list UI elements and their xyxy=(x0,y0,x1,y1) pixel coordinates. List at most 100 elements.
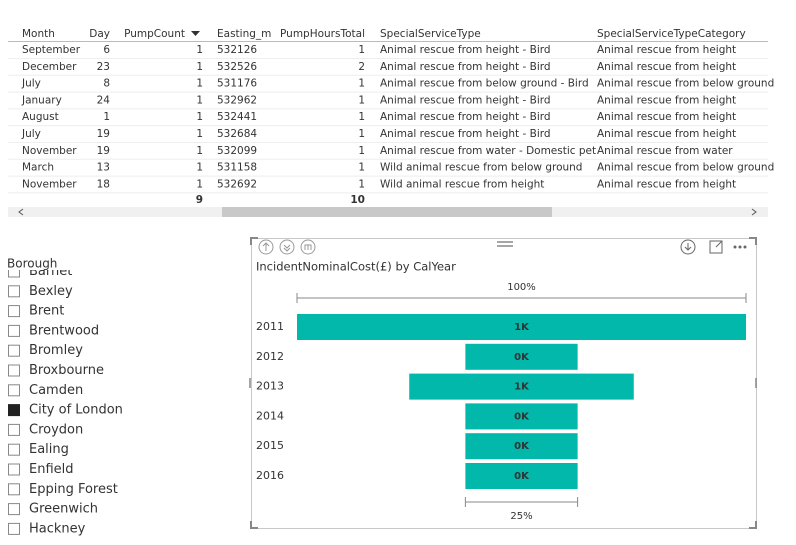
table-cell: 19 xyxy=(97,145,110,157)
checkbox[interactable] xyxy=(8,443,20,456)
table-cell: 532441 xyxy=(217,111,257,123)
scroll-left[interactable] xyxy=(18,208,24,216)
table-cell: Animal rescue from height - Bird xyxy=(380,44,551,56)
drill-icons[interactable] xyxy=(258,239,316,255)
table-cell: 1 xyxy=(196,162,203,174)
checkbox[interactable] xyxy=(8,305,20,318)
value-label: 0K xyxy=(514,441,530,452)
table-cell: 23 xyxy=(97,61,110,73)
resize-handles xyxy=(249,241,757,388)
checkbox[interactable] xyxy=(8,324,20,337)
percent-label: 25% xyxy=(510,511,532,522)
slicer-visual: Barnet Bexley Brent Brentwood Bromley Broxbou… xyxy=(7,257,123,537)
table-cell: September xyxy=(22,44,81,56)
checkbox[interactable] xyxy=(8,384,20,397)
corner-handles xyxy=(250,237,757,529)
funnel-bar xyxy=(297,314,746,340)
table-cell: 1 xyxy=(358,128,365,140)
table-cell: 532526 xyxy=(217,61,257,73)
column-header: PumpHoursTotal xyxy=(280,28,365,40)
checkbox[interactable] xyxy=(8,285,20,298)
table-cell: 1 xyxy=(196,94,203,106)
visual-menu-icons[interactable] xyxy=(680,239,747,255)
table-cell: December xyxy=(22,61,77,73)
table-cell: 532099 xyxy=(217,145,257,157)
table-cell: August xyxy=(22,111,59,123)
slicer-title: Borough xyxy=(7,257,57,271)
table-cell: 1 xyxy=(196,128,203,140)
table-cell: 24 xyxy=(97,94,111,106)
table-cell: 531176 xyxy=(217,78,257,90)
table-cell: 6 xyxy=(103,44,110,56)
table-cell: Wild animal rescue from below ground xyxy=(380,162,582,174)
table-cell: Animal rescue from height xyxy=(597,61,736,73)
table-cell: Animal rescue from height xyxy=(597,128,736,140)
slicer-item[interactable]: Hackney xyxy=(29,521,86,536)
checkbox[interactable] xyxy=(8,503,20,516)
table-cell: 2 xyxy=(358,61,365,73)
category-label: 2015 xyxy=(256,439,284,452)
slicer-item[interactable]: Bexley xyxy=(29,284,73,299)
checkbox[interactable] xyxy=(8,364,20,377)
column-header: Month xyxy=(22,28,55,40)
table-cell: 1 xyxy=(358,94,365,106)
checkbox[interactable] xyxy=(8,483,20,496)
slicer-item[interactable]: Ealing xyxy=(29,442,69,457)
checkbox[interactable] xyxy=(8,522,20,535)
checkbox[interactable] xyxy=(8,404,20,417)
sort-arrow[interactable] xyxy=(191,31,200,36)
category-label: 2011 xyxy=(256,320,284,333)
table-cell: 1 xyxy=(196,145,203,157)
slicer-item[interactable]: Barnet xyxy=(29,264,72,279)
chart-title: IncidentNominalCost(£) by CalYear xyxy=(256,260,456,274)
percent-bracket xyxy=(296,293,747,303)
table-cell: Animal rescue from height xyxy=(597,111,736,123)
total-cell: 10 xyxy=(350,194,365,206)
value-label: 0K xyxy=(514,411,530,422)
table-cell: November xyxy=(22,145,77,157)
table-cell: 532126 xyxy=(217,44,257,56)
slicer-item[interactable]: Greenwich xyxy=(29,502,98,517)
slicer-item[interactable]: Camden xyxy=(29,383,83,398)
slicer-item[interactable]: Epping Forest xyxy=(29,482,118,497)
table-cell: 1 xyxy=(358,111,365,123)
slicer-item[interactable]: Brentwood xyxy=(29,323,99,338)
table-cell: July xyxy=(21,78,41,90)
category-label: 2013 xyxy=(256,380,284,393)
slicer-item[interactable]: City of London xyxy=(29,403,123,418)
percent-label: 100% xyxy=(507,282,536,293)
value-label: 0K xyxy=(514,471,530,482)
table-cell: Animal rescue from water - Domestic pet xyxy=(380,145,596,157)
table-visual: Month Day PumpCount Easting_m PumpHoursTotal… xyxy=(8,28,774,217)
table-cell: 1 xyxy=(196,61,203,73)
table-cell: 1 xyxy=(196,111,203,123)
table-cell: 531158 xyxy=(217,162,257,174)
table-cell: 1 xyxy=(358,44,365,56)
value-label: 1K xyxy=(514,322,530,333)
table-cell: Animal rescue from height - Bird xyxy=(380,94,551,106)
checkbox[interactable] xyxy=(8,344,20,357)
scrollbar-thumb[interactable] xyxy=(222,207,552,217)
table-cell: 1 xyxy=(103,111,110,123)
checkbox[interactable] xyxy=(8,266,20,278)
column-header: Easting_m xyxy=(217,28,271,40)
column-header: PumpCount xyxy=(124,28,185,40)
table-cell: 1 xyxy=(196,78,203,90)
table-cell: 1 xyxy=(358,162,365,174)
slicer-item[interactable]: Croydon xyxy=(29,422,83,437)
slicer-item[interactable]: Bromley xyxy=(29,343,83,358)
slicer-item[interactable]: Broxbourne xyxy=(29,363,104,378)
checkbox[interactable] xyxy=(8,463,20,476)
checkbox[interactable] xyxy=(8,423,20,436)
table-cell: Animal rescue from below ground xyxy=(597,162,774,174)
table-cell: 532962 xyxy=(217,94,257,106)
value-label: 1K xyxy=(514,382,530,393)
slicer-item[interactable]: Brent xyxy=(29,304,64,319)
table-cell: 532684 xyxy=(217,128,257,140)
table-cell: 18 xyxy=(97,178,110,190)
funnel-visual: IncidentNominalCost(£) by CalYear 2011 1K… xyxy=(249,237,757,529)
scroll-right[interactable] xyxy=(751,208,757,216)
table-cell: Animal rescue from height xyxy=(597,44,736,56)
slicer-item[interactable]: Enfield xyxy=(29,462,74,477)
